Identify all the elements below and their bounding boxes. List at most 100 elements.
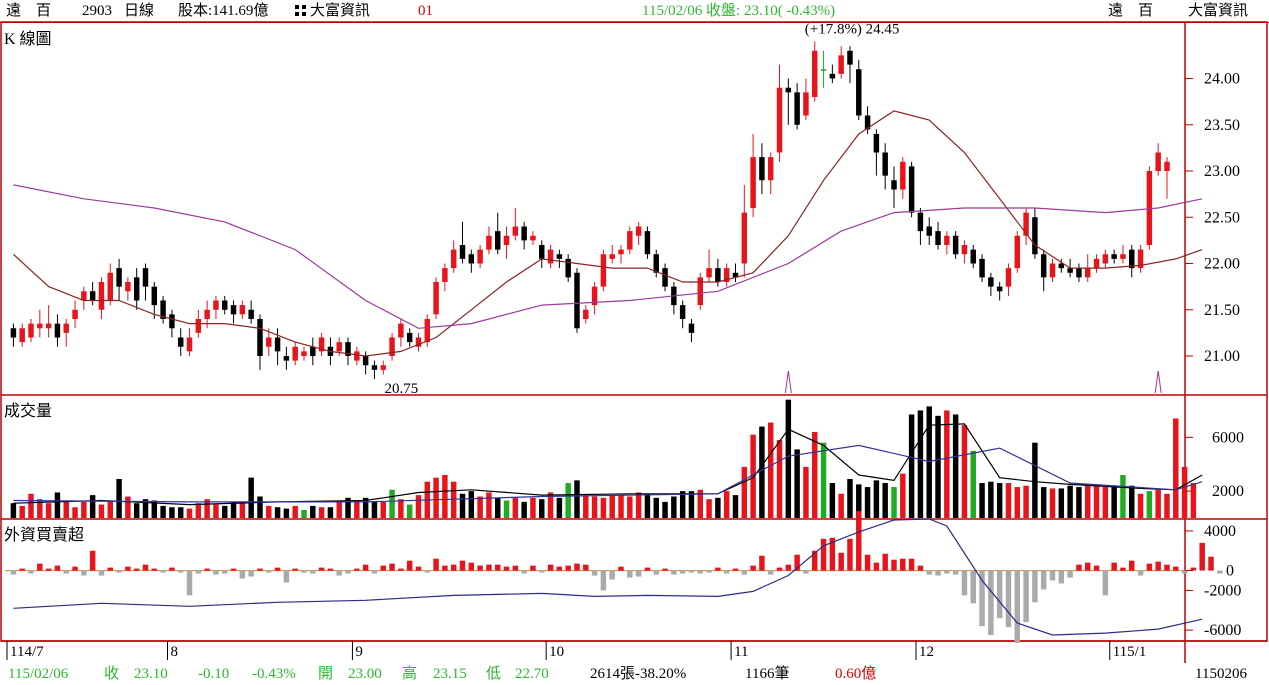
candle-body [1085,268,1091,278]
right-source: 大富資訊 [1188,3,1249,19]
volume-bar [292,505,298,518]
foreign-bar [195,570,202,574]
volume-bar [371,501,378,518]
foreign-bar [829,537,836,571]
foreign-bar [952,570,959,575]
candle-body [688,323,695,333]
candle-body [274,337,281,352]
volume-bar [495,497,501,518]
volume-bar [565,483,571,518]
x-tick-label: 8 [171,644,179,660]
volume-bar [732,495,739,518]
volume-bar [125,496,131,518]
volume-bar [785,399,792,518]
candle-body [873,134,880,153]
candle-body [627,231,633,250]
foreign-bar [10,570,17,575]
volume-bar [873,480,880,518]
foreign-bar [759,555,765,571]
foreign-bar [142,564,149,571]
foreign-bar [873,562,880,571]
volume-bar [1155,489,1161,518]
candle-body [468,254,475,264]
footer-amount: 0.60億 [835,666,877,682]
volume-bar [820,442,827,518]
candle-body [389,337,395,356]
volume-bar [1190,483,1197,518]
period-label[interactable]: 日線 [124,3,155,19]
foreign-bar [1208,556,1214,571]
volume-bar [230,501,237,518]
candle-body [72,309,78,319]
foreign-bar [996,570,1003,619]
foreign-bar [1173,566,1179,571]
volume-bar [944,410,950,518]
volume-bar [37,499,43,518]
volume-bar [257,496,263,518]
candle-body [89,291,96,301]
foreign-bar [521,570,527,574]
candle-body [283,356,290,361]
foreign-bar [380,565,386,571]
foreign-bar [266,570,272,573]
volume-bar [204,499,210,518]
candle-body [213,300,219,310]
volume-bar [935,415,941,518]
foreign-bar [591,570,598,576]
candle-body [1129,249,1135,269]
foreign-bar [1129,560,1135,571]
foreign-bar [274,567,281,571]
volume-bar [142,499,149,518]
foreign-bar [688,570,695,573]
footer-trades: 1166筆 [745,666,790,682]
volume-bar [28,493,34,518]
candle-body [996,286,1003,292]
volume-bar [961,425,968,518]
volume-bar [979,483,985,518]
candle-body [891,180,897,190]
volume-bar [1164,493,1170,518]
volume-bar [45,503,52,518]
candle-body [406,332,413,343]
volume-bar [283,508,290,518]
candle-body [19,328,25,343]
volume-bar [389,489,395,518]
foreign-bar [864,554,871,571]
candlestick-panel: 21.00 21.50 22.00 22.50 23.00 23.50 24.00 (+17.… [10,22,1240,397]
candle-body [142,268,149,287]
volume-bar [1014,487,1021,518]
foreign-bar [1164,564,1170,571]
x-tick-label: 9 [355,644,363,660]
foreign-bar [1058,570,1065,584]
stock-code[interactable]: 2903 [82,3,112,19]
foreign-bar [327,568,334,571]
volume-bar [274,507,281,518]
k-panel-title: K 線圖 [4,31,52,48]
ma-long-line [13,184,1203,329]
volume-bar [662,501,668,518]
foreign-bar [72,566,78,571]
y-tick-label: 0 [1226,563,1234,580]
foreign-bar [63,570,69,574]
foreign-bar [627,570,633,578]
volume-bar [741,466,748,518]
foreign-bar [450,564,457,571]
candle-body [186,337,193,352]
candle-body [1076,268,1082,278]
foreign-bar [301,570,307,573]
stock-name[interactable]: 遠 百 [6,3,52,19]
volume-bar [477,496,483,518]
candle-body [706,268,712,278]
outer-frame [0,21,1268,642]
candle-body [1093,258,1100,269]
candle-body [301,351,307,356]
foreign-bar [900,558,906,571]
volume-bar [177,507,184,518]
foreign-bar [133,568,140,571]
candle-body [169,314,175,329]
candle-body [1023,212,1029,236]
foreign-bar [486,564,492,571]
y-tick-label: 2000 [1212,483,1244,500]
volume-bar [362,497,369,518]
footer-close: 23.10 [134,666,168,682]
